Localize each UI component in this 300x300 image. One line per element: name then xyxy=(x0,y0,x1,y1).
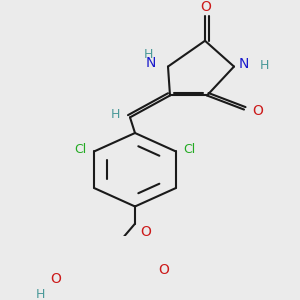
Text: O: O xyxy=(158,263,169,277)
Text: O: O xyxy=(140,225,151,239)
Text: O: O xyxy=(201,0,212,14)
Text: N: N xyxy=(239,57,249,71)
Text: N: N xyxy=(146,56,156,70)
Text: H: H xyxy=(260,59,269,72)
Text: O: O xyxy=(50,272,61,286)
Text: Cl: Cl xyxy=(74,143,86,156)
Text: H: H xyxy=(111,108,120,121)
Text: O: O xyxy=(252,104,263,118)
Text: H: H xyxy=(36,288,45,300)
Text: H: H xyxy=(143,48,153,61)
Text: Cl: Cl xyxy=(184,143,196,156)
